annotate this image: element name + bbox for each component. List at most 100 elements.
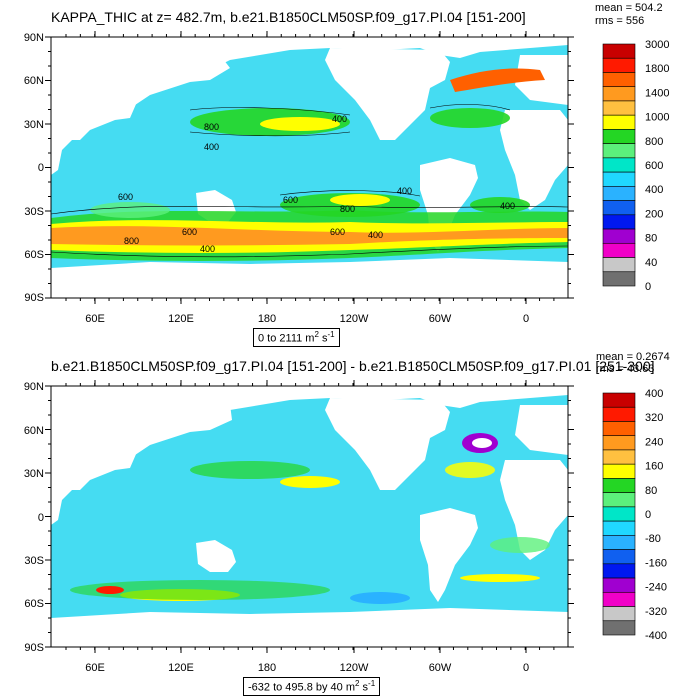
top-y-tick: 90S xyxy=(24,292,44,304)
top-y-tick-labels: 90N 60N 30N 0 30S 60S 90S xyxy=(24,32,44,304)
top-indian-gyre xyxy=(90,202,170,218)
top-x-tick: 60E xyxy=(85,313,105,325)
colorbar-swatch xyxy=(603,58,635,72)
colorbar-swatch xyxy=(603,72,635,86)
bottom-y-tick: 30S xyxy=(24,555,44,567)
colorbar-swatch xyxy=(603,243,635,257)
colorbar-swatch xyxy=(603,115,635,129)
bottom-anom-indian xyxy=(96,586,124,594)
colorbar-swatch xyxy=(603,535,635,549)
colorbar-label: -80 xyxy=(645,533,661,545)
colorbar-swatch xyxy=(603,592,635,606)
top-x-tick-labels: 60E 120E 180 120W 60W 0 xyxy=(85,313,529,325)
colorbar-swatch xyxy=(603,421,635,435)
colorbar-swatch xyxy=(603,507,635,521)
bottom-x-tick: 120E xyxy=(168,662,194,674)
bottom-colorbar: 400 320 240 160 80 0 -80 -160 -240 -320 -400 xyxy=(603,388,667,642)
contour-label: 600 xyxy=(118,192,133,202)
colorbar-swatch xyxy=(603,478,635,492)
bottom-y-tick-labels: 90N 60N 30N 0 30S 60S 90S xyxy=(24,381,44,654)
colorbar-swatch xyxy=(603,172,635,186)
top-colorbar: 300018001400100080060040020080400 xyxy=(603,39,669,293)
colorbar-swatch xyxy=(603,578,635,592)
top-y-tick: 60N xyxy=(24,75,44,87)
colorbar-label: 800 xyxy=(645,136,663,148)
colorbar-swatch xyxy=(603,186,635,200)
colorbar-label: 0 xyxy=(645,281,651,293)
bottom-y-tick: 60N xyxy=(24,425,44,437)
contour-label: 400 xyxy=(397,186,412,196)
top-y-tick: 30S xyxy=(24,206,44,218)
top-x-tick: 120W xyxy=(340,313,369,325)
contour-label: 800 xyxy=(204,122,219,132)
bottom-anom-so-blue xyxy=(350,592,410,604)
bottom-rms-stat: rms = 43.63 xyxy=(596,363,654,375)
colorbar-swatch xyxy=(603,436,635,450)
colorbar-swatch xyxy=(603,607,635,621)
colorbar-label: 40 xyxy=(645,257,657,269)
top-natl-gyre xyxy=(430,108,510,128)
bottom-y-tick: 30N xyxy=(24,468,44,480)
colorbar-label: 0 xyxy=(645,509,651,521)
bottom-y-tick: 60S xyxy=(24,598,44,610)
top-land-antarctica xyxy=(51,258,568,298)
contour-label: 400 xyxy=(200,244,215,254)
top-y-tick: 0 xyxy=(38,162,44,174)
bottom-x-tick: 180 xyxy=(258,662,276,674)
colorbar-label: 240 xyxy=(645,436,663,448)
colorbar-label: -240 xyxy=(645,582,667,594)
bottom-x-tick: 60E xyxy=(85,662,105,674)
colorbar-swatch xyxy=(603,144,635,158)
colorbar-swatch xyxy=(603,564,635,578)
bottom-x-tick-labels: 60E 120E 180 120W 60W 0 xyxy=(85,662,529,674)
top-range-label: 0 to 2111 m2 s-1 xyxy=(253,328,340,347)
bottom-anom-gulf xyxy=(445,462,495,478)
bottom-range-text: -632 to 495.8 by 40 m xyxy=(248,682,355,694)
bottom-x-tick: 0 xyxy=(523,662,529,674)
bottom-anom-npac xyxy=(280,476,340,488)
bottom-mean-stat: mean = 0.2674 xyxy=(596,351,670,363)
top-y-tick: 90N xyxy=(24,32,44,44)
bottom-chart-title: b.e21.B1850CLM50SP.f09_g17.PI.04 [151-20… xyxy=(51,358,655,374)
top-x-tick: 180 xyxy=(258,313,276,325)
colorbar-label: 600 xyxy=(645,160,663,172)
colorbar-label: -320 xyxy=(645,606,667,618)
top-map: 800 400 600 400 600 400 800 600 400 400 … xyxy=(51,37,568,298)
top-range-text: 0 to 2111 m xyxy=(258,333,314,345)
bottom-range-sup2: -1 xyxy=(368,679,375,688)
contour-label: 600 xyxy=(182,227,197,237)
top-range-sup2: -1 xyxy=(327,330,334,339)
colorbar-label: 1000 xyxy=(645,112,669,124)
contour-label: 800 xyxy=(340,204,355,214)
bottom-range-label: -632 to 495.8 by 40 m2 s-1 xyxy=(243,677,380,696)
colorbar-swatch xyxy=(603,158,635,172)
bottom-y-tick: 90S xyxy=(24,642,44,654)
contour-label: 600 xyxy=(330,227,345,237)
top-x-tick: 60W xyxy=(429,313,452,325)
colorbar-label: 160 xyxy=(645,461,663,473)
colorbar-swatch xyxy=(603,393,635,407)
bottom-y-tick: 90N xyxy=(24,381,44,393)
colorbar-swatch xyxy=(603,44,635,58)
colorbar-swatch xyxy=(603,550,635,564)
colorbar-swatch xyxy=(603,621,635,635)
colorbar-swatch xyxy=(603,407,635,421)
colorbar-swatch xyxy=(603,464,635,478)
colorbar-label: 400 xyxy=(645,388,663,400)
colorbar-label: 80 xyxy=(645,485,657,497)
bottom-y-tick: 0 xyxy=(38,512,44,524)
colorbar-swatch xyxy=(603,87,635,101)
contour-label: 400 xyxy=(204,142,219,152)
contour-label: 400 xyxy=(368,230,383,240)
colorbar-label: 400 xyxy=(645,184,663,196)
bottom-x-tick: 120W xyxy=(340,662,369,674)
bottom-anom-nwatl-inner xyxy=(472,438,492,448)
contour-label: 800 xyxy=(124,236,139,246)
colorbar-swatch xyxy=(603,493,635,507)
colorbar-label: 1800 xyxy=(645,63,669,75)
top-npac-gyre-yellow xyxy=(260,117,340,131)
colorbar-swatch xyxy=(603,521,635,535)
colorbar-label: 320 xyxy=(645,412,663,424)
colorbar-label: 200 xyxy=(645,208,663,220)
colorbar-label: -400 xyxy=(645,630,667,642)
